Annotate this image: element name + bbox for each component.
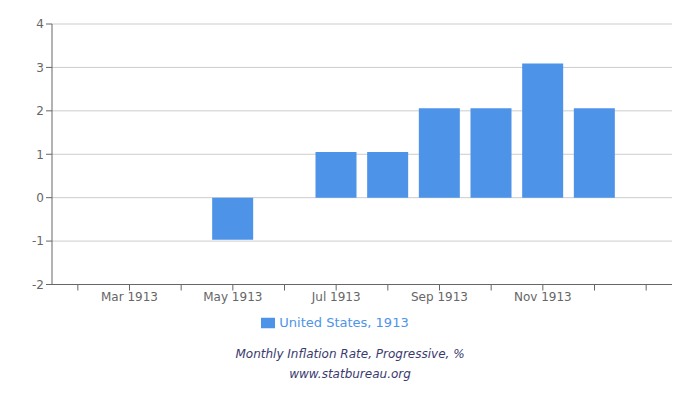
- svg-text:Mar 1913: Mar 1913: [101, 290, 158, 304]
- svg-text:-1: -1: [32, 234, 44, 248]
- svg-text:2: 2: [36, 104, 44, 118]
- svg-text:-2: -2: [32, 278, 44, 292]
- html-text:United States, 1913: United States, 1913: [279, 314, 409, 330]
- svg-text:3: 3: [36, 61, 44, 75]
- html-text:Monthly Inflation Rate, Progre: Monthly Inflation Rate, Progressive, %: [235, 347, 465, 361]
- svg-text:Sep 1913: Sep 1913: [411, 290, 468, 304]
- svg-text:May 1913: May 1913: [203, 290, 262, 304]
- svg-text:Nov 1913: Nov 1913: [514, 290, 572, 304]
- svg-text:4: 4: [36, 17, 44, 31]
- svg-text:Jul 1913: Jul 1913: [311, 290, 361, 304]
- svg-text:0: 0: [36, 191, 44, 205]
- svg-text:1: 1: [36, 148, 44, 162]
- html-text:www.statbureau.org: www.statbureau.org: [289, 367, 411, 381]
